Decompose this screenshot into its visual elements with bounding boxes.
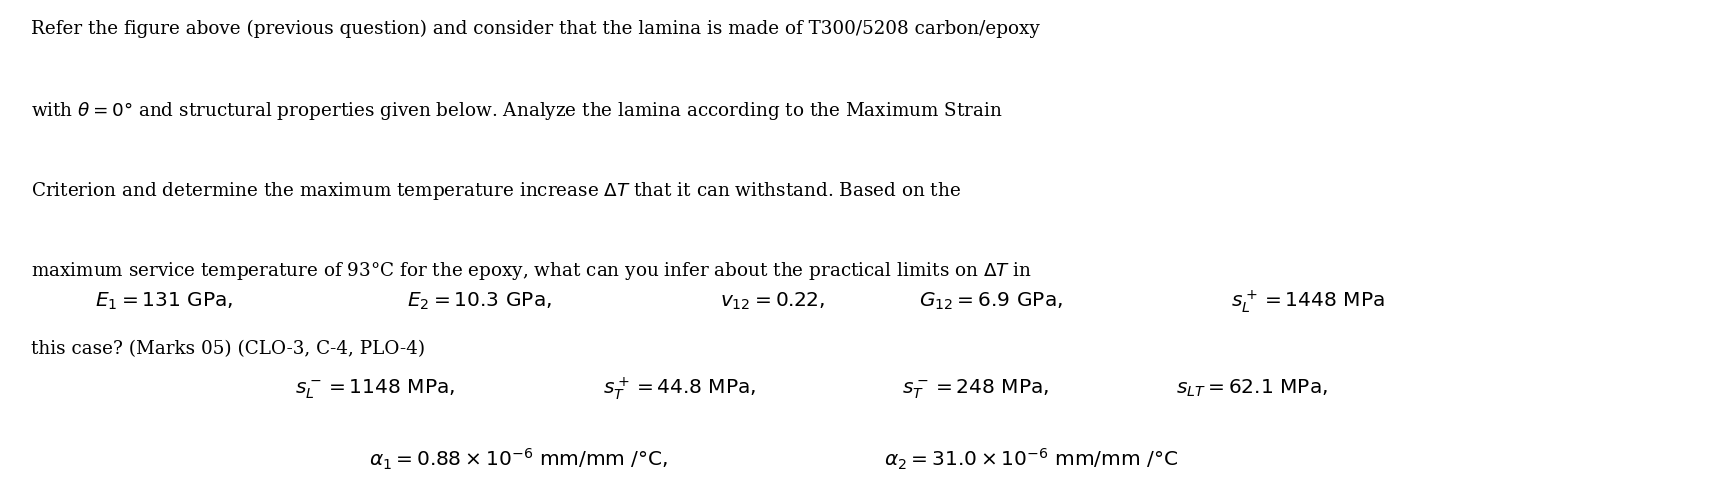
Text: with $\theta = 0°$ and structural properties given below. Analyze the lamina acc: with $\theta = 0°$ and structural proper… (31, 100, 1002, 122)
Text: this case? (Marks 05) (CLO-3, C-4, PLO-4): this case? (Marks 05) (CLO-3, C-4, PLO-4… (31, 340, 425, 358)
Text: $s_T^+ = 44.8\ \mathrm{MPa},$: $s_T^+ = 44.8\ \mathrm{MPa},$ (603, 375, 756, 402)
Text: Criterion and determine the maximum temperature increase $\Delta T$ that it can : Criterion and determine the maximum temp… (31, 180, 961, 202)
Text: maximum service temperature of 93°C for the epoxy, what can you infer about the : maximum service temperature of 93°C for … (31, 260, 1032, 282)
Text: $s_L^- = 1148\ \mathrm{MPa},$: $s_L^- = 1148\ \mathrm{MPa},$ (295, 377, 454, 400)
Text: Refer the figure above (previous question) and consider that the lamina is made : Refer the figure above (previous questio… (31, 19, 1040, 38)
Text: $s_L^+ = 1448\ \mathrm{MPa}$: $s_L^+ = 1448\ \mathrm{MPa}$ (1231, 288, 1385, 315)
Text: $s_{LT} = 62.1\ \mathrm{MPa},$: $s_{LT} = 62.1\ \mathrm{MPa},$ (1176, 378, 1328, 399)
Text: $\alpha_2 = 31.0 \times 10^{-6}\ \mathrm{mm/mm\ /°C}$: $\alpha_2 = 31.0 \times 10^{-6}\ \mathrm… (884, 447, 1179, 472)
Text: $G_{12} = 6.9\ \mathrm{GPa},$: $G_{12} = 6.9\ \mathrm{GPa},$ (919, 291, 1063, 312)
Text: $E_2 = 10.3\ \mathrm{GPa},$: $E_2 = 10.3\ \mathrm{GPa},$ (407, 291, 553, 312)
Text: $s_T^- = 248\ \mathrm{MPa},$: $s_T^- = 248\ \mathrm{MPa},$ (902, 377, 1049, 400)
Text: $E_1 = 131\ \mathrm{GPa},$: $E_1 = 131\ \mathrm{GPa},$ (95, 291, 234, 312)
Text: $v_{12} = 0.22,$: $v_{12} = 0.22,$ (720, 291, 825, 312)
Text: $\alpha_1 = 0.88 \times 10^{-6}\ \mathrm{mm/mm\ /°C},$: $\alpha_1 = 0.88 \times 10^{-6}\ \mathrm… (369, 447, 669, 472)
